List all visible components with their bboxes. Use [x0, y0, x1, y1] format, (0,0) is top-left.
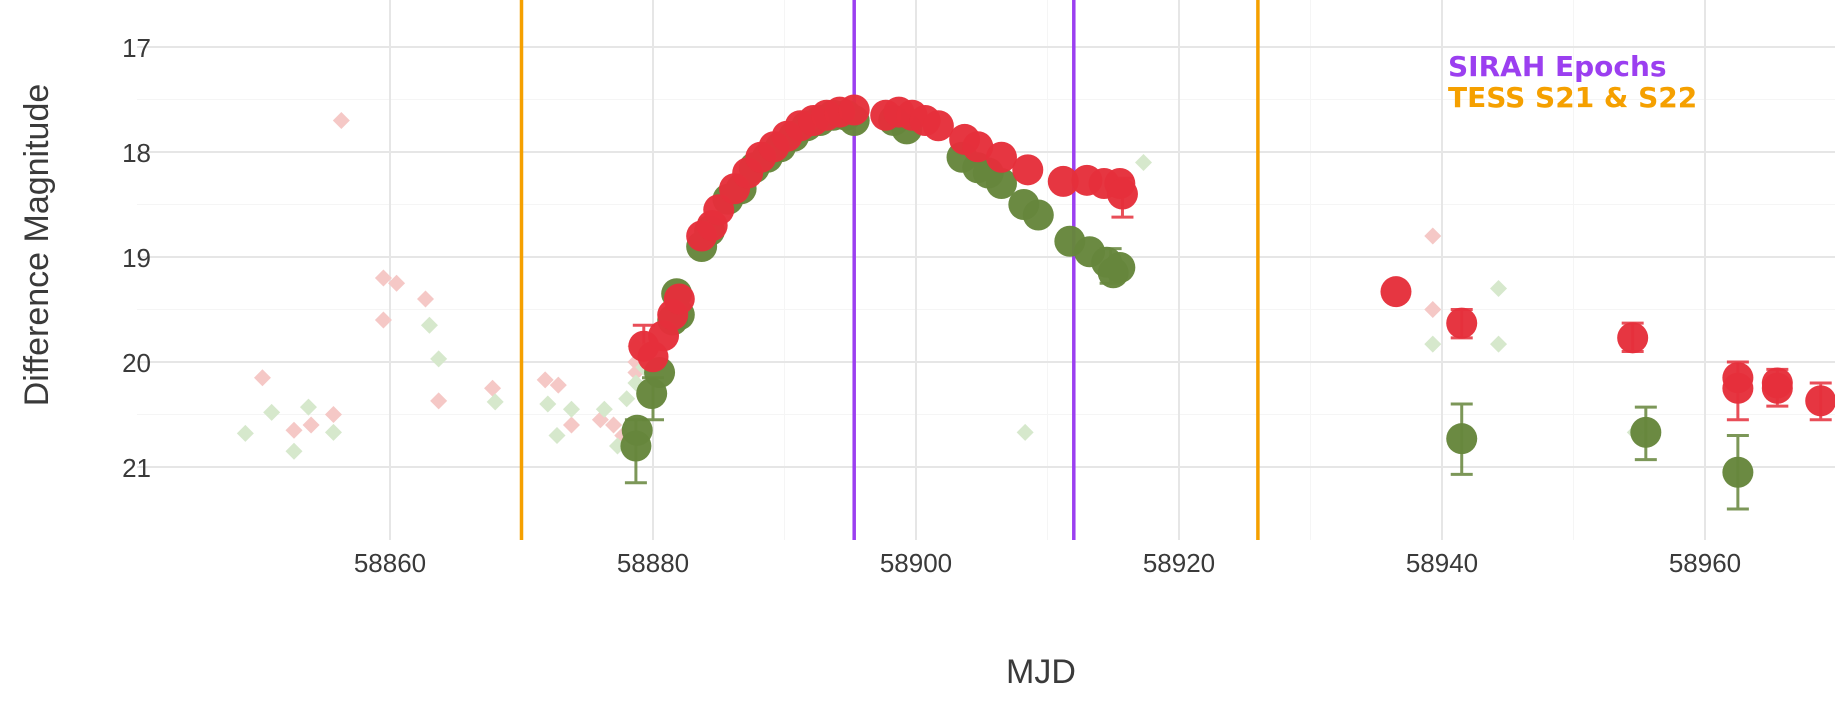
y-axis-title: Difference Magnitude	[18, 84, 56, 407]
x-axis-title: MJD	[1006, 653, 1076, 691]
circle-point	[1104, 252, 1136, 283]
circle-point	[1106, 178, 1138, 210]
diamond-point	[253, 369, 271, 387]
x-tick-label: 58940	[1406, 548, 1478, 578]
diamond-point	[332, 112, 350, 129]
y-tick-label: 19	[122, 243, 151, 273]
x-tick-labels: 58860 58880 58900 58920 58940 58960	[354, 548, 1741, 578]
diamond-point	[236, 424, 254, 442]
circle-point	[1047, 165, 1079, 197]
series-3	[628, 94, 1835, 417]
circle-point	[985, 141, 1017, 173]
diamond-point	[374, 311, 392, 329]
circle-point	[1630, 416, 1662, 448]
diamond-point	[1134, 154, 1152, 171]
diamond-point	[263, 403, 281, 421]
diamond-point	[1424, 227, 1442, 245]
series-2	[620, 99, 1754, 488]
circle-point	[962, 131, 994, 163]
x-tick-label: 58900	[880, 548, 952, 578]
y-tick-label: 20	[122, 348, 151, 378]
y-tick-label: 17	[122, 33, 151, 63]
circle-point	[985, 168, 1017, 199]
diamond-point	[549, 376, 567, 394]
circle-point	[1022, 199, 1054, 231]
diamond-point	[1424, 335, 1442, 353]
diamond-point	[605, 416, 623, 434]
circle-point	[621, 414, 653, 446]
diamond-point	[595, 400, 613, 418]
y-tick-label: 21	[122, 453, 151, 483]
diamond-point	[1490, 335, 1508, 353]
y-tick-labels: 17 18 19 20 21	[122, 33, 151, 483]
diamond-point	[562, 400, 580, 418]
diamond-point	[285, 442, 303, 460]
y-tick-label: 18	[122, 138, 151, 168]
diamond-point	[1490, 280, 1508, 297]
circle-point	[1012, 154, 1044, 186]
circle-point	[922, 110, 954, 142]
diamond-point	[324, 423, 342, 441]
x-tick-label: 58860	[354, 548, 426, 578]
circle-point	[1617, 322, 1649, 354]
circle-point	[663, 283, 695, 315]
diamond-point	[285, 421, 303, 439]
diamond-point	[539, 395, 557, 413]
x-tick-label: 58960	[1669, 548, 1741, 578]
diamond-point	[548, 427, 566, 444]
circle-point	[1761, 372, 1793, 404]
circle-point	[838, 94, 870, 126]
circle-point	[1722, 456, 1754, 488]
diamond-point	[536, 371, 554, 389]
circle-point	[1380, 276, 1412, 308]
x-tick-label: 58880	[617, 548, 689, 578]
diamond-point	[430, 350, 448, 368]
error-bars	[624, 176, 1832, 511]
circle-point	[1446, 307, 1478, 339]
diamond-point	[374, 269, 392, 287]
circle-point	[1722, 372, 1754, 404]
diamond-point	[618, 390, 636, 408]
diamond-point	[420, 316, 438, 334]
diamond-point	[388, 274, 406, 292]
diamond-point	[302, 416, 320, 434]
x-tick-label: 58920	[1143, 548, 1215, 578]
legend-tess-sectors: TESS S21 & S22	[1448, 81, 1697, 114]
diamond-point	[430, 392, 448, 410]
legend-sirah-epochs: SIRAH Epochs	[1448, 50, 1667, 83]
diamond-point	[562, 416, 580, 434]
series-0	[253, 112, 1442, 444]
diamond-point	[324, 406, 342, 423]
diamond-point	[486, 393, 504, 411]
diamond-point	[299, 398, 317, 416]
grid-lines	[137, 0, 1835, 540]
circle-point	[1805, 385, 1835, 417]
circle-point	[1446, 423, 1478, 455]
data-points	[236, 94, 1835, 488]
epoch-lines	[519, 0, 1260, 540]
diamond-point	[484, 379, 502, 397]
diamond-point	[1424, 301, 1442, 318]
diamond-point	[417, 290, 435, 308]
diamond-point	[1016, 423, 1034, 441]
